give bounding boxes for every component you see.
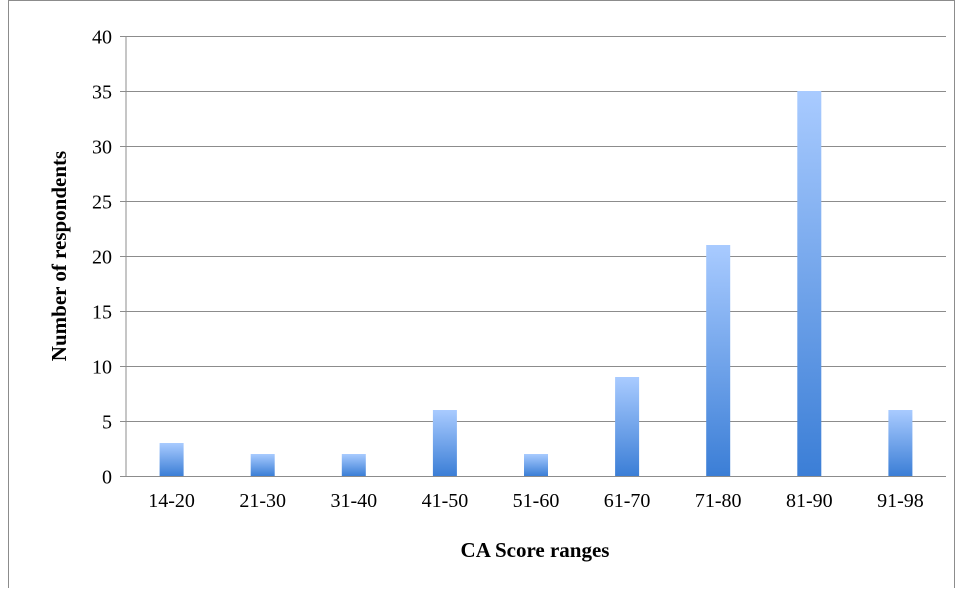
x-axis-title: CA Score ranges — [461, 538, 610, 562]
chart-frame — [8, 0, 955, 588]
bar-51-60 — [524, 454, 548, 476]
bars — [159, 91, 913, 476]
y-tick-label: 35 — [92, 82, 112, 104]
bar-91-98 — [888, 410, 913, 476]
y-tick-label: 10 — [92, 357, 112, 379]
y-tick-label: 20 — [92, 247, 112, 269]
x-tick-label: 21-30 — [239, 490, 286, 512]
bar-41-50 — [432, 410, 457, 476]
y-tick-label: 40 — [92, 27, 112, 49]
y-tick-label: 30 — [92, 137, 112, 159]
bar-31-40 — [341, 454, 366, 476]
y-tick-label: 25 — [92, 192, 112, 214]
bar-71-80 — [706, 245, 731, 476]
x-tick-label: 81-90 — [786, 490, 833, 512]
y-tick-label: 5 — [102, 412, 112, 434]
x-tick-label: 71-80 — [695, 490, 742, 512]
bar-21-30 — [250, 454, 275, 476]
bar-81-90 — [797, 91, 822, 476]
gridlines — [120, 36, 946, 477]
x-tick-label: 61-70 — [604, 490, 651, 512]
x-tick-label: 31-40 — [330, 490, 377, 512]
y-axis-title: Number of respondents — [47, 151, 71, 361]
x-tick-label: 91-98 — [877, 490, 924, 512]
x-tick-label: 51-60 — [513, 490, 560, 512]
bar-14-20 — [159, 443, 184, 476]
y-tick-label: 0 — [102, 467, 112, 489]
x-tick-label: 14-20 — [148, 490, 195, 512]
x-tick-label: 41-50 — [422, 490, 469, 512]
y-tick-labels: 0 5 10 15 20 25 30 35 40 — [92, 27, 112, 489]
x-tick-labels: 14-20 21-30 31-40 41-50 51-60 61-70 71-80 81-90… — [148, 490, 923, 512]
y-tick-label: 15 — [92, 302, 112, 324]
bar-61-70 — [615, 377, 640, 476]
